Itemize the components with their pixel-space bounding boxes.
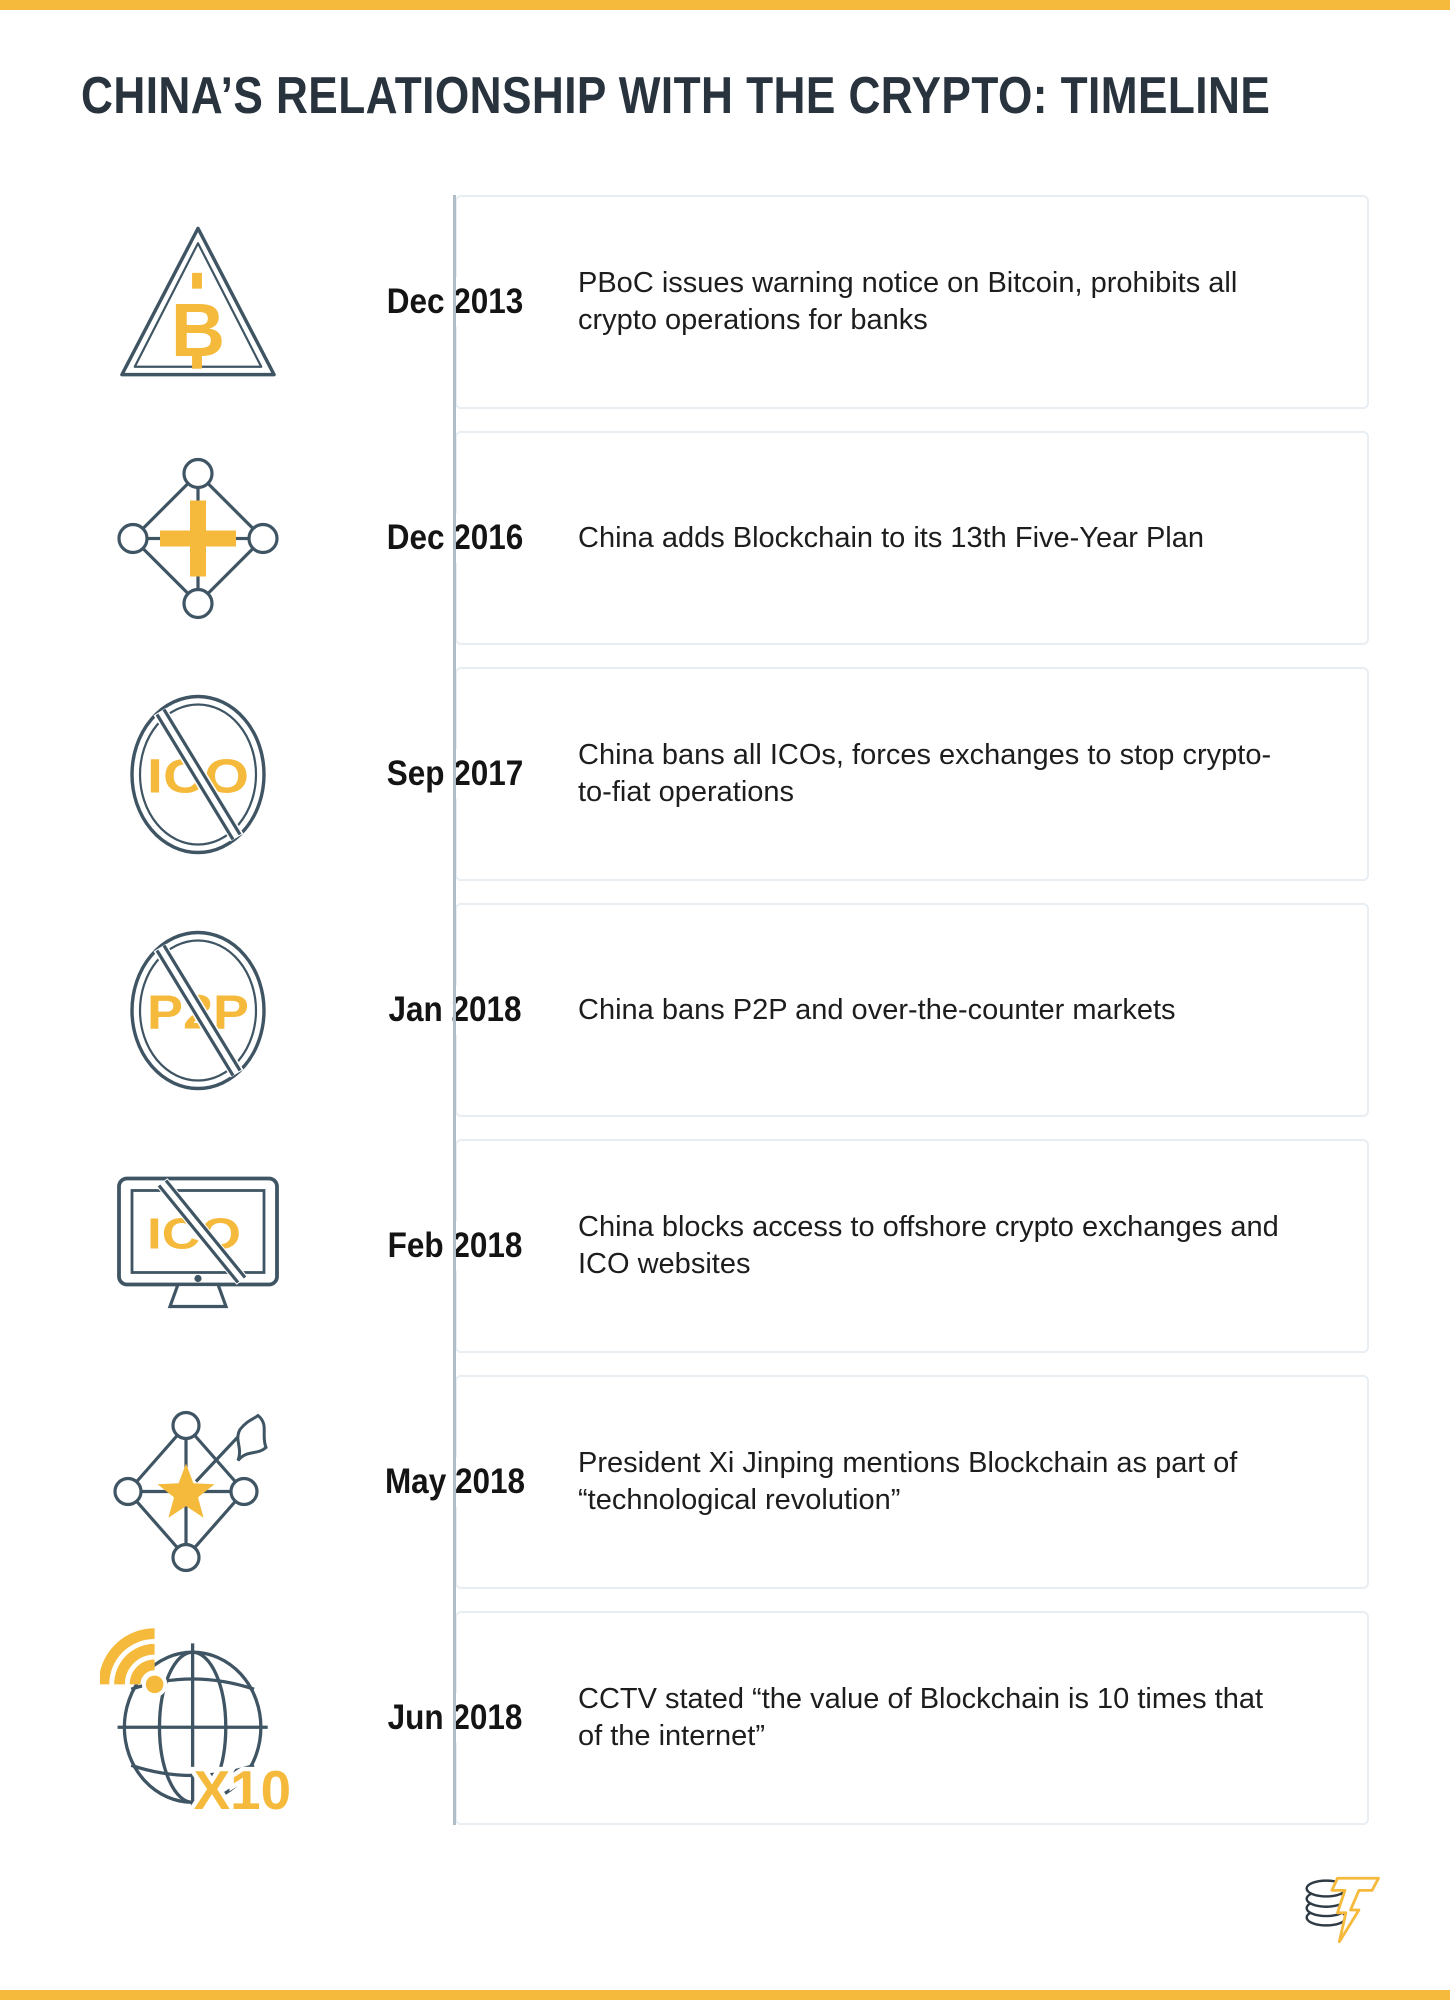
blockchain-network-plus-icon <box>100 436 295 641</box>
timeline-vertical-line <box>453 195 456 1825</box>
timeline-card: President Xi Jinping mentions Blockchain… <box>455 1375 1369 1589</box>
ico-prohibited-icon: ICO <box>100 672 295 877</box>
event-description: China blocks access to offshore crypto e… <box>578 1211 1279 1280</box>
timeline-row: P2P China bans P2P and over-the-counter … <box>0 903 1450 1117</box>
event-description: China bans P2P and over-the-counter mark… <box>578 993 1176 1026</box>
bitcoin-warning-triangle-icon: B <box>100 200 295 405</box>
timeline-card: China adds Blockchain to its 13th Five-Y… <box>455 431 1369 645</box>
timeline-row: China adds Blockchain to its 13th Five-Y… <box>0 431 1450 645</box>
timeline-card: China bans P2P and over-the-counter mark… <box>455 903 1369 1117</box>
timeline-row: X10 CCTV stated “the value of Blockchain… <box>0 1611 1450 1825</box>
event-description: PBoC issues warning notice on Bitcoin, p… <box>578 267 1238 336</box>
coins-lightning-logo <box>1302 1872 1386 1948</box>
event-description: President Xi Jinping mentions Blockchain… <box>578 1447 1238 1516</box>
timeline-card: PBoC issues warning notice on Bitcoin, p… <box>455 195 1369 409</box>
blockchain-star-flag-icon <box>100 1380 295 1585</box>
timeline-row: ICO China blocks access to offshore cryp… <box>0 1139 1450 1353</box>
top-accent-bar <box>0 0 1450 10</box>
timeline-row: B PBoC issues warning notice on Bitcoin,… <box>0 195 1450 409</box>
event-description: China bans all ICOs, forces exchanges to… <box>578 739 1272 808</box>
timeline-row: ICO China bans all ICOs, forces exchange… <box>0 667 1450 881</box>
page-title: CHINA’S RELATIONSHIP WITH THE CRYPTO: TI… <box>81 67 1271 125</box>
timeline-card: CCTV stated “the value of Blockchain is … <box>455 1611 1369 1825</box>
timeline-card: China blocks access to offshore crypto e… <box>455 1139 1369 1353</box>
ico-blocked-monitor-icon: ICO <box>100 1144 295 1349</box>
svg-text:X10: X10 <box>194 1760 292 1820</box>
event-description: China adds Blockchain to its 13th Five-Y… <box>578 521 1205 554</box>
bottom-accent-bar <box>0 1990 1450 2000</box>
timeline-card: China bans all ICOs, forces exchanges to… <box>455 667 1369 881</box>
globe-broadcast-x10-icon: X10 <box>100 1616 295 1821</box>
event-description: CCTV stated “the value of Blockchain is … <box>578 1683 1264 1752</box>
timeline-row: President Xi Jinping mentions Blockchain… <box>0 1375 1450 1589</box>
p2p-prohibited-icon: P2P <box>100 908 295 1113</box>
